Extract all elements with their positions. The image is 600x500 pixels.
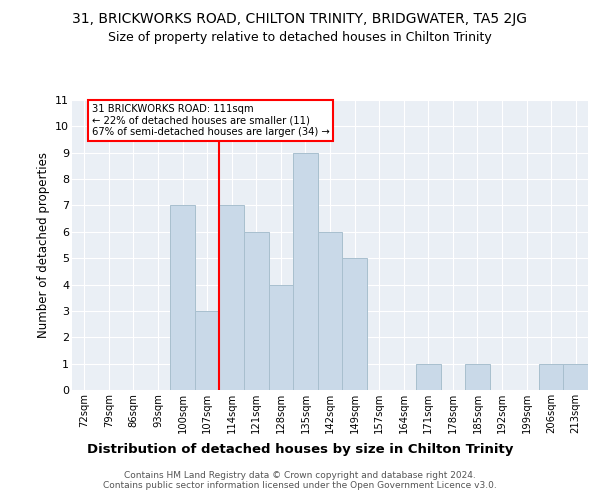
Bar bbox=[318, 232, 342, 390]
Bar bbox=[539, 364, 563, 390]
Bar bbox=[563, 364, 588, 390]
Bar bbox=[220, 206, 244, 390]
Bar bbox=[465, 364, 490, 390]
Bar bbox=[195, 311, 220, 390]
Bar bbox=[342, 258, 367, 390]
Text: Contains HM Land Registry data © Crown copyright and database right 2024.
Contai: Contains HM Land Registry data © Crown c… bbox=[103, 470, 497, 490]
Bar bbox=[416, 364, 440, 390]
Bar bbox=[269, 284, 293, 390]
Bar bbox=[293, 152, 318, 390]
Bar bbox=[170, 206, 195, 390]
Text: Distribution of detached houses by size in Chilton Trinity: Distribution of detached houses by size … bbox=[87, 442, 513, 456]
Text: 31 BRICKWORKS ROAD: 111sqm
← 22% of detached houses are smaller (11)
67% of semi: 31 BRICKWORKS ROAD: 111sqm ← 22% of deta… bbox=[92, 104, 329, 137]
Bar bbox=[244, 232, 269, 390]
Text: Size of property relative to detached houses in Chilton Trinity: Size of property relative to detached ho… bbox=[108, 31, 492, 44]
Text: 31, BRICKWORKS ROAD, CHILTON TRINITY, BRIDGWATER, TA5 2JG: 31, BRICKWORKS ROAD, CHILTON TRINITY, BR… bbox=[73, 12, 527, 26]
Y-axis label: Number of detached properties: Number of detached properties bbox=[37, 152, 50, 338]
